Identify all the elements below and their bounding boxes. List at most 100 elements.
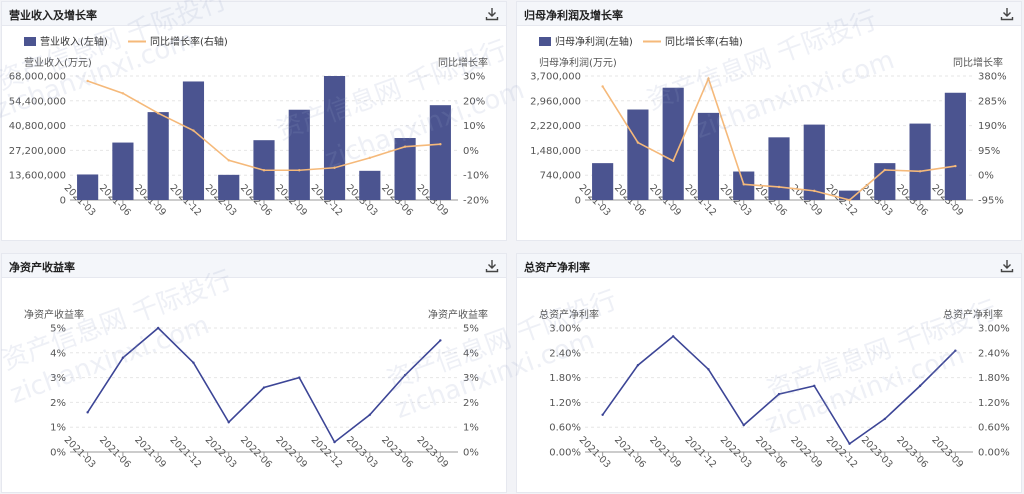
data-point — [707, 368, 710, 371]
panel-title: 归母净利润及增长率 — [524, 9, 623, 22]
net-profit-growth-panel: 归母净利润及增长率 3,700,000 2,960,000 2,220,000 1,4… — [516, 1, 1022, 241]
data-point — [333, 166, 336, 169]
bar — [394, 138, 416, 200]
panel-title: 营业收入及增长率 — [9, 9, 97, 22]
bar — [627, 109, 649, 200]
bar — [838, 190, 861, 200]
right-tick-label: 0% — [978, 171, 994, 182]
bar — [909, 123, 931, 200]
bar — [429, 105, 451, 200]
bar — [662, 87, 684, 200]
roa-panel: 总资产净利率 3.00% 2.40% 1.80% 1.20% 0.60% 0.00% 3.0… — [516, 253, 1022, 493]
panel-header: 净资产收益率 — [2, 254, 506, 278]
right-axis-title: 净资产收益率 — [428, 308, 488, 321]
left-tick-label: 2,960,000 — [530, 96, 581, 107]
data-point — [403, 373, 407, 377]
data-point — [298, 169, 301, 172]
panel-header: 总资产净利率 — [517, 254, 1021, 278]
legend-line-label: 同比增长率(右轴) — [665, 35, 743, 48]
data-point — [813, 189, 816, 193]
right-tick-label: 0% — [463, 146, 479, 157]
legend-bar-label: 营业收入(左轴) — [40, 35, 108, 48]
left-tick-label: 40,800,000 — [9, 121, 66, 132]
bar — [592, 163, 614, 200]
roe-chart: 5%4%3%2%1%0%5%4%3%2%1%0%净资产收益率 净资产收益率2021… — [24, 308, 488, 470]
right-tick-label: 5% — [463, 324, 479, 335]
right-tick-label: -10% — [463, 171, 489, 182]
left-tick-label: 1.20% — [549, 398, 581, 409]
download-icon[interactable] — [484, 258, 500, 274]
bar — [733, 171, 755, 200]
left-tick-label: 2% — [50, 398, 66, 409]
data-point — [262, 169, 266, 172]
data-point — [156, 112, 160, 115]
revenue-growth-panel: 营业收入及增长率 68,000,000 54,400,000 40,800,000 2… — [1, 1, 507, 241]
data-point — [813, 384, 816, 388]
data-point — [121, 356, 125, 359]
right-tick-label: 20% — [463, 96, 485, 107]
data-point — [954, 349, 957, 352]
left-tick-label: 3.00% — [549, 324, 581, 335]
bar — [147, 112, 169, 200]
left-axis-title: 营业收入(万元) — [24, 56, 92, 69]
bar — [697, 112, 720, 200]
right-axis-title: 总资产净利率 — [943, 308, 1003, 321]
download-icon[interactable] — [484, 6, 500, 22]
data-point — [883, 168, 887, 172]
right-tick-label: 95% — [978, 146, 1000, 157]
data-point — [707, 77, 710, 80]
data-point — [403, 145, 407, 148]
left-tick-label: 3% — [50, 373, 66, 384]
download-icon[interactable] — [999, 6, 1015, 22]
left-tick-label: 0.00% — [549, 448, 581, 459]
data-point — [601, 413, 604, 416]
bar — [112, 142, 134, 200]
data-point — [671, 335, 675, 338]
download-icon[interactable] — [999, 258, 1015, 274]
data-point — [742, 423, 745, 427]
bar — [323, 76, 346, 200]
left-tick-label: 1.80% — [549, 373, 581, 384]
right-tick-label: 1.80% — [978, 373, 1010, 384]
right-tick-label: 1.20% — [978, 398, 1010, 409]
panel-title: 总资产净利率 — [524, 261, 590, 274]
bar — [768, 137, 790, 200]
data-point — [883, 417, 887, 421]
data-point — [368, 413, 372, 416]
data-point — [918, 384, 922, 388]
right-tick-label: 380% — [978, 72, 1007, 83]
left-tick-label: 27,200,000 — [9, 146, 66, 157]
left-tick-label: 2.40% — [549, 348, 581, 359]
left-tick-label: 0 — [60, 196, 66, 207]
data-point — [777, 392, 781, 396]
bar — [944, 92, 966, 200]
left-axis-title: 总资产净利率 — [539, 308, 599, 321]
right-tick-label: 3% — [463, 373, 479, 384]
bar — [288, 109, 310, 200]
data-point — [439, 339, 442, 342]
bar — [359, 170, 381, 200]
right-tick-label: 0.00% — [978, 448, 1010, 459]
panel-title: 净资产收益率 — [9, 261, 75, 274]
data-point — [954, 164, 957, 168]
data-point — [156, 326, 160, 330]
roa-chart: 3.00% 2.40% 1.80% 1.20% 0.60% 0.00% 3.00% 2.40%… — [539, 308, 1010, 470]
data-point — [121, 92, 125, 95]
right-tick-label: 0.60% — [978, 423, 1010, 434]
right-tick-label: 2.40% — [978, 348, 1010, 359]
data-point — [601, 85, 604, 88]
data-point — [439, 143, 442, 146]
data-point — [86, 411, 89, 414]
right-tick-label: -95% — [978, 196, 1004, 207]
right-tick-label: 4% — [463, 348, 479, 359]
data-point — [86, 79, 89, 83]
data-point — [368, 156, 372, 160]
right-tick-label: 3.00% — [978, 324, 1010, 335]
legend-bar-label: 归母净利润(左轴) — [555, 35, 633, 48]
left-tick-label: 0 — [575, 196, 581, 207]
bar — [874, 163, 896, 200]
right-tick-label: -20% — [463, 196, 489, 207]
bar — [803, 124, 825, 200]
bar — [182, 81, 205, 200]
left-tick-label: 740,000 — [540, 171, 581, 182]
